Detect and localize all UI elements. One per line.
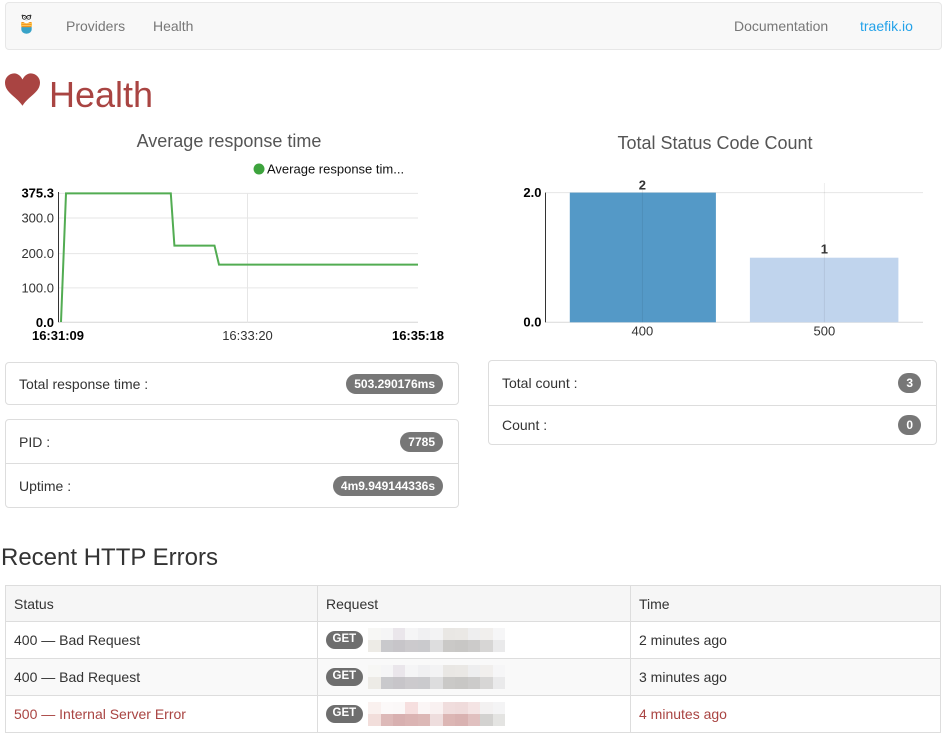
svg-text:Total Status Code Count: Total Status Code Count <box>617 133 812 153</box>
svg-text:2: 2 <box>639 178 646 193</box>
svg-text:Average response tim...: Average response tim... <box>267 162 404 177</box>
svg-text:2.0: 2.0 <box>523 185 541 200</box>
svg-text:16:35:18: 16:35:18 <box>392 328 444 343</box>
svg-text:300.0: 300.0 <box>21 211 54 226</box>
svg-text:400: 400 <box>632 324 654 339</box>
svg-text:Average response time: Average response time <box>137 131 322 151</box>
svg-text:0.0: 0.0 <box>36 315 54 330</box>
svg-text:200.0: 200.0 <box>21 246 54 261</box>
svg-text:16:31:09: 16:31:09 <box>32 328 84 343</box>
svg-text:100.0: 100.0 <box>21 280 54 295</box>
svg-text:16:33:20: 16:33:20 <box>222 328 273 343</box>
svg-text:375.3: 375.3 <box>21 186 54 201</box>
svg-text:1: 1 <box>821 242 828 257</box>
svg-text:0.0: 0.0 <box>523 315 541 330</box>
svg-text:500: 500 <box>814 324 836 339</box>
